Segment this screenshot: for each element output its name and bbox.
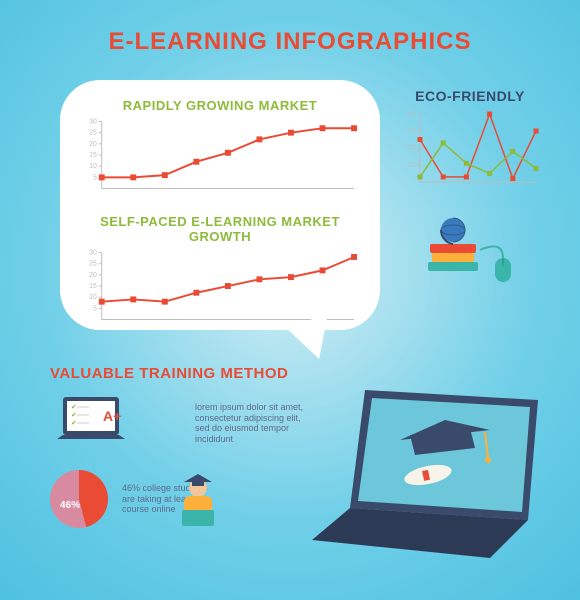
page-title: E-LEARNING INFOGRAPHICS (0, 0, 580, 56)
valuable-title: VALUABLE TRAINING METHOD (50, 365, 288, 382)
svg-text:5: 5 (93, 305, 97, 312)
books-globe-mouse-icon (420, 210, 520, 300)
svg-text:✔: ✔ (71, 412, 77, 419)
chart1-title: RAPIDLY GROWING MARKET (82, 98, 358, 113)
svg-text:30: 30 (407, 128, 415, 135)
svg-text:5: 5 (93, 174, 97, 181)
lorem-text: lorem ipsum dolor sit amet, consectetur … (195, 402, 315, 445)
svg-text:A+: A+ (103, 408, 121, 424)
svg-text:10: 10 (89, 294, 97, 301)
speech-bubble: RAPIDLY GROWING MARKET 5 10 15 20 25 30 SELF-… (60, 80, 380, 330)
svg-text:40: 40 (407, 111, 415, 118)
svg-text:✔: ✔ (71, 420, 77, 427)
pie-percent-label: 46% (60, 500, 80, 511)
svg-text:10: 10 (89, 163, 97, 170)
svg-text:30: 30 (89, 118, 97, 125)
eco-chart: 10 20 30 40 (400, 110, 540, 190)
chart2-self-paced: 5 10 15 20 25 30 (82, 248, 358, 328)
svg-text:25: 25 (89, 261, 97, 268)
svg-text:15: 15 (89, 283, 97, 290)
svg-text:20: 20 (89, 141, 97, 148)
pie-chart: 46% (50, 470, 108, 528)
laptop-large-icon (310, 380, 550, 570)
svg-text:20: 20 (407, 145, 415, 152)
svg-text:✔: ✔ (71, 404, 77, 411)
chart2-title: SELF-PACED E-LEARNING MARKET GROWTH (82, 214, 358, 244)
svg-text:20: 20 (89, 272, 97, 279)
svg-text:15: 15 (89, 152, 97, 159)
svg-text:25: 25 (89, 130, 97, 137)
svg-text:10: 10 (407, 162, 415, 169)
svg-text:30: 30 (89, 249, 97, 256)
chart1-rapidly-growing: 5 10 15 20 25 30 (82, 117, 358, 197)
student-icon (170, 470, 226, 530)
eco-title: ECO-FRIENDLY (400, 88, 540, 104)
laptop-small-icon: A+ ✔ ✔ ✔ (55, 395, 127, 451)
eco-section: ECO-FRIENDLY 10 20 30 40 (400, 88, 540, 195)
